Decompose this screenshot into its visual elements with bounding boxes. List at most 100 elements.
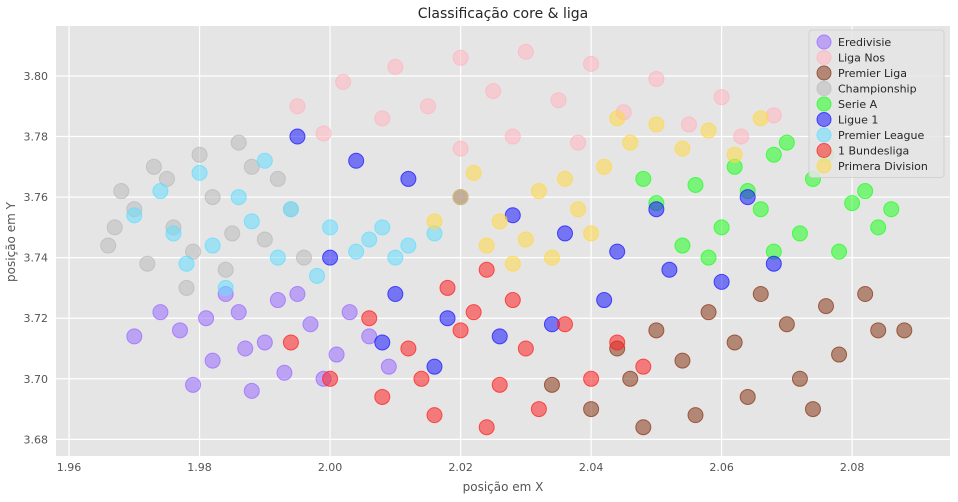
data-point — [478, 261, 495, 278]
data-point — [139, 255, 156, 272]
data-point — [165, 225, 182, 242]
data-point — [700, 304, 717, 321]
data-point — [106, 219, 123, 236]
data-point — [517, 231, 534, 248]
data-points — [100, 43, 913, 436]
data-point — [465, 164, 482, 181]
data-point — [609, 334, 626, 351]
data-point — [152, 183, 169, 200]
data-point — [361, 328, 378, 345]
data-point — [622, 370, 639, 387]
data-point — [733, 128, 750, 145]
data-point — [113, 183, 130, 200]
data-point — [504, 292, 521, 309]
data-point — [295, 249, 312, 266]
data-point — [152, 304, 169, 321]
x-tick-label: 1.98 — [187, 461, 212, 474]
legend-entry: Liga Nos — [838, 52, 885, 65]
data-point — [439, 279, 456, 296]
data-point — [387, 249, 404, 266]
data-point — [831, 243, 848, 260]
series-group — [289, 128, 782, 375]
legend-marker — [816, 158, 832, 174]
data-point — [204, 237, 221, 254]
legend-box — [808, 29, 945, 178]
data-point — [256, 231, 273, 248]
data-point — [648, 70, 665, 87]
data-point — [191, 146, 208, 163]
data-point — [217, 261, 234, 278]
legend-entry: Serie A — [838, 98, 878, 111]
data-point — [243, 213, 260, 230]
data-point — [504, 207, 521, 224]
data-point — [870, 219, 887, 236]
data-point — [322, 370, 339, 387]
data-point — [726, 146, 743, 163]
data-point — [374, 219, 391, 236]
data-point — [556, 225, 573, 242]
legend-marker — [816, 143, 832, 158]
data-point — [491, 376, 508, 393]
legend-marker — [816, 34, 832, 50]
data-point — [282, 201, 299, 218]
legend-marker — [816, 81, 832, 96]
data-point — [452, 49, 469, 66]
data-point — [276, 364, 293, 381]
data-point — [145, 158, 162, 175]
series-group — [543, 285, 913, 436]
data-point — [178, 255, 195, 272]
y-tick-labels: 3.68 3.70 3.72 3.74 3.76 3.78 3.80 — [24, 70, 49, 446]
data-point — [256, 152, 273, 169]
data-point — [596, 158, 613, 175]
series-group — [126, 152, 443, 296]
data-point — [452, 140, 469, 157]
series-group — [289, 43, 782, 157]
x-tick-label: 2.06 — [709, 461, 734, 474]
data-point — [635, 358, 652, 375]
data-point — [504, 128, 521, 145]
data-point — [171, 322, 188, 339]
legend: Eredivisie Liga Nos Premier Liga Championsh… — [808, 29, 945, 178]
data-point — [230, 304, 247, 321]
data-point — [439, 310, 456, 327]
legend-marker — [816, 112, 832, 127]
data-point — [791, 370, 808, 387]
data-point — [348, 243, 365, 260]
data-point — [583, 55, 600, 72]
data-point — [361, 231, 378, 248]
y-tick-label: 3.78 — [24, 131, 49, 144]
data-point — [687, 407, 704, 424]
series-group — [282, 261, 652, 436]
data-point — [517, 340, 534, 357]
legend-entry: Ligue 1 — [838, 114, 878, 127]
data-point — [504, 255, 521, 272]
x-tick-label: 2.02 — [448, 461, 473, 474]
data-point — [289, 98, 306, 115]
data-point — [374, 334, 391, 351]
x-axis-label: posição em X — [463, 480, 544, 494]
data-point — [831, 346, 848, 363]
data-point — [700, 249, 717, 266]
data-point — [413, 370, 430, 387]
data-point — [426, 358, 443, 375]
data-point — [570, 134, 587, 151]
data-point — [713, 89, 730, 106]
data-point — [243, 382, 260, 399]
data-point — [328, 346, 345, 363]
data-point — [648, 201, 665, 218]
data-point — [674, 237, 691, 254]
data-point — [269, 249, 286, 266]
data-point — [844, 195, 861, 212]
data-point — [491, 328, 508, 345]
data-point — [635, 419, 652, 436]
data-point — [269, 292, 286, 309]
data-point — [596, 292, 613, 309]
data-point — [198, 310, 215, 327]
y-tick-label: 3.72 — [24, 312, 49, 325]
y-tick-label: 3.74 — [24, 252, 49, 265]
data-point — [609, 243, 626, 260]
data-point — [426, 407, 443, 424]
data-point — [752, 110, 769, 127]
data-point — [322, 249, 339, 266]
